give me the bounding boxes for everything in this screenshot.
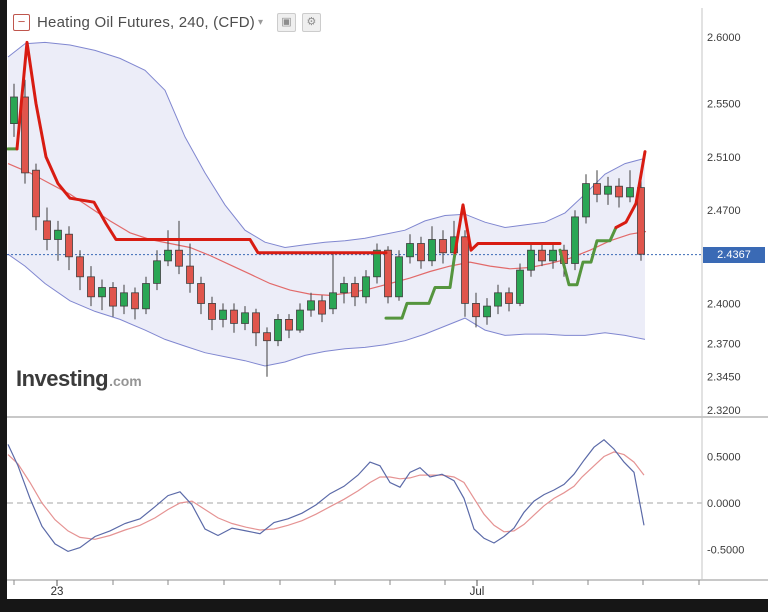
oscillator-signal-line (7, 451, 645, 540)
trend-line-red (453, 203, 562, 255)
oscillator-axis-label: -0.5000 (707, 545, 744, 557)
oscillator-main-line (7, 439, 645, 553)
x-axis-label: Jul (470, 586, 485, 598)
oscillator-axis-label: 0.0000 (707, 498, 741, 510)
price-axis-label: 2.4700 (707, 205, 741, 217)
bollinger-upper-line (7, 41, 646, 249)
oscillator-panel (7, 439, 702, 553)
screenshot-icon[interactable]: ▣ (276, 13, 296, 32)
main-chart-panel (7, 40, 702, 377)
collapse-icon[interactable]: − (13, 14, 30, 31)
price-axis-label: 2.3450 (707, 372, 741, 384)
trend-line-green (384, 251, 457, 320)
current-price-badge: 2.4367 (703, 247, 765, 263)
x-axis-label: 23 (51, 586, 64, 598)
trend-line-green (558, 226, 618, 287)
left-edge-bar (0, 0, 7, 612)
chevron-down-icon[interactable]: ▾ (257, 17, 263, 28)
settings-gear-icon[interactable]: ⚙ (301, 13, 321, 32)
investing-logo: Investing .com (16, 366, 142, 392)
bollinger-lower-line (7, 253, 646, 367)
price-axis-label: 2.6000 (707, 32, 741, 44)
bottom-edge-bar (0, 599, 768, 612)
price-axis-label: 2.5100 (707, 152, 741, 164)
bollinger-band-fill (8, 42, 645, 367)
logo-text: Investing (16, 366, 109, 391)
trend-line-red (614, 150, 647, 229)
price-axis-label: 2.3700 (707, 338, 741, 350)
chart-toolbar: − Heating Oil Futures, 240, (CFD) ▾ ▣ ⚙ (13, 13, 321, 32)
chart-title[interactable]: Heating Oil Futures, 240, (CFD) (37, 14, 255, 31)
trend-line-red (15, 40, 388, 255)
price-axis-label: 2.3200 (707, 405, 741, 417)
price-axis-label: 2.5500 (707, 99, 741, 111)
oscillator-axis-label: 0.5000 (707, 452, 741, 464)
price-axis-label: 2.4000 (707, 298, 741, 310)
logo-suffix: .com (109, 373, 142, 389)
